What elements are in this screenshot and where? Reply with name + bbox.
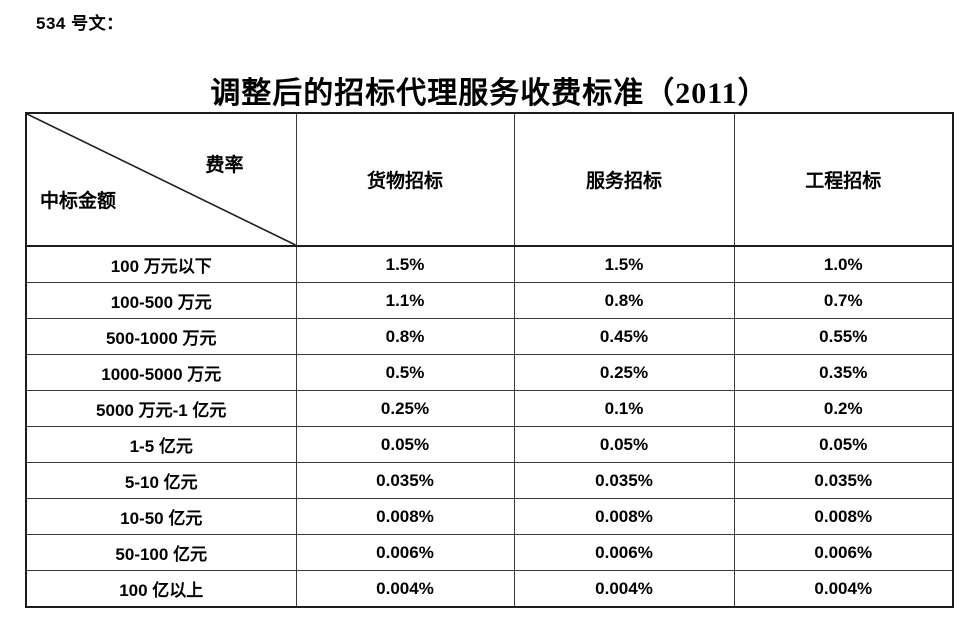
cell-value: 1.5% bbox=[513, 245, 735, 283]
row-label: 100 亿以上 bbox=[25, 570, 297, 608]
cell-value: 0.05% bbox=[733, 426, 954, 463]
cell-value: 0.8% bbox=[295, 318, 515, 355]
cell-value: 0.5% bbox=[295, 354, 515, 391]
cell-value: 0.7% bbox=[733, 282, 954, 319]
cell-value: 0.004% bbox=[513, 570, 735, 608]
row-label: 100-500 万元 bbox=[25, 282, 297, 319]
row-label: 10-50 亿元 bbox=[25, 498, 297, 535]
cell-value: 1.1% bbox=[295, 282, 515, 319]
cell-value: 0.35% bbox=[733, 354, 954, 391]
cell-value: 0.05% bbox=[513, 426, 735, 463]
table-row: 100 万元以下 1.5% 1.5% 1.0% bbox=[25, 245, 954, 283]
fee-rate-table: 费率 中标金额 货物招标 服务招标 工程招标 100 万元以下 1.5% 1.5… bbox=[25, 112, 954, 608]
diagonal-divider-line bbox=[27, 114, 296, 245]
corner-label-rate: 费率 bbox=[205, 155, 244, 176]
column-header-goods: 货物招标 bbox=[295, 112, 515, 247]
cell-value: 1.5% bbox=[295, 245, 515, 283]
table-row: 50-100 亿元 0.006% 0.006% 0.006% bbox=[25, 534, 954, 571]
column-header-services: 服务招标 bbox=[513, 112, 735, 247]
cell-value: 0.55% bbox=[733, 318, 954, 355]
cell-value: 0.035% bbox=[733, 462, 954, 499]
cell-value: 0.008% bbox=[733, 498, 954, 535]
table-header-row: 费率 中标金额 货物招标 服务招标 工程招标 bbox=[25, 112, 954, 247]
row-label: 50-100 亿元 bbox=[25, 534, 297, 571]
table-row: 10-50 亿元 0.008% 0.008% 0.008% bbox=[25, 498, 954, 535]
row-label: 1000-5000 万元 bbox=[25, 354, 297, 391]
table-row: 500-1000 万元 0.8% 0.45% 0.55% bbox=[25, 318, 954, 355]
cell-value: 0.035% bbox=[513, 462, 735, 499]
table-row: 1000-5000 万元 0.5% 0.25% 0.35% bbox=[25, 354, 954, 391]
table-row: 5000 万元-1 亿元 0.25% 0.1% 0.2% bbox=[25, 390, 954, 427]
cell-value: 0.1% bbox=[513, 390, 735, 427]
corner-header-cell: 费率 中标金额 bbox=[25, 112, 297, 247]
cell-value: 0.25% bbox=[295, 390, 515, 427]
cell-value: 0.008% bbox=[295, 498, 515, 535]
cell-value: 0.006% bbox=[295, 534, 515, 571]
cell-value: 0.006% bbox=[513, 534, 735, 571]
table-row: 5-10 亿元 0.035% 0.035% 0.035% bbox=[25, 462, 954, 499]
cell-value: 0.004% bbox=[295, 570, 515, 608]
page-title: 调整后的招标代理服务收费标准（2011） bbox=[210, 77, 769, 111]
table-row: 100-500 万元 1.1% 0.8% 0.7% bbox=[25, 282, 954, 319]
cell-value: 0.008% bbox=[513, 498, 735, 535]
cell-value: 0.004% bbox=[733, 570, 954, 608]
cell-value: 1.0% bbox=[733, 245, 954, 283]
table-row: 1-5 亿元 0.05% 0.05% 0.05% bbox=[25, 426, 954, 463]
cell-value: 0.25% bbox=[513, 354, 735, 391]
row-label: 5000 万元-1 亿元 bbox=[25, 390, 297, 427]
cell-value: 0.05% bbox=[295, 426, 515, 463]
column-header-engineering: 工程招标 bbox=[733, 112, 954, 247]
row-label: 500-1000 万元 bbox=[25, 318, 297, 355]
row-label: 5-10 亿元 bbox=[25, 462, 297, 499]
cell-value: 0.035% bbox=[295, 462, 515, 499]
cell-value: 0.006% bbox=[733, 534, 954, 571]
cell-value: 0.8% bbox=[513, 282, 735, 319]
corner-label-amount: 中标金额 bbox=[40, 191, 117, 212]
row-label: 1-5 亿元 bbox=[25, 426, 297, 463]
cell-value: 0.45% bbox=[513, 318, 735, 355]
cell-value: 0.2% bbox=[733, 390, 954, 427]
table-row: 100 亿以上 0.004% 0.004% 0.004% bbox=[25, 570, 954, 608]
row-label: 100 万元以下 bbox=[25, 245, 297, 283]
doc-number-label: 534 号文： bbox=[36, 14, 124, 33]
